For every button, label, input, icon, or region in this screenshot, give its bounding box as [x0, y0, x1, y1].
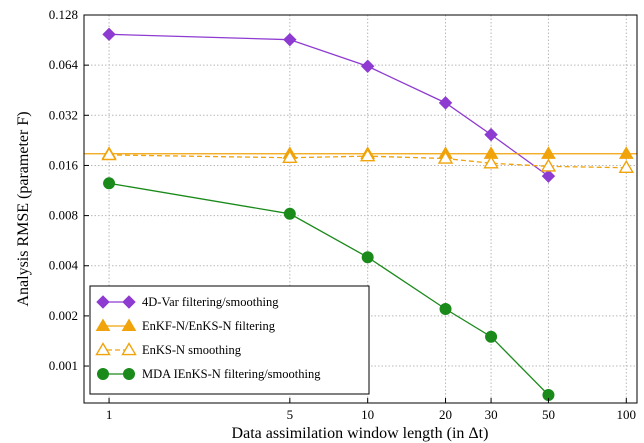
y-tick-label: 0.016: [49, 157, 79, 172]
data-point: [541, 169, 556, 183]
legend-marker: [123, 368, 135, 380]
y-axis-title: Analysis RMSE (parameter F): [15, 111, 32, 306]
data-point: [283, 207, 296, 220]
legend-item: EnKS-N smoothing: [95, 342, 242, 357]
legend: 4D-Var filtering/smoothing EnKF-N/EnKS-N …: [89, 285, 370, 395]
legend-marker: [95, 342, 111, 356]
data-point: [485, 330, 498, 343]
data-point: [618, 159, 635, 173]
legend-item: MDA IEnKS-N filtering/smoothing: [97, 367, 321, 381]
series-3: [103, 177, 555, 402]
y-tick-label: 0.008: [49, 208, 78, 223]
y-tick-label: 0.064: [49, 57, 79, 72]
data-point: [484, 127, 498, 142]
legend-label: EnKF-N/EnKS-N filtering: [142, 319, 276, 333]
y-tick-label: 0.001: [49, 358, 78, 373]
x-tick-label: 5: [287, 407, 294, 422]
legend-marker: [121, 318, 137, 332]
data-point: [360, 59, 375, 73]
data-point: [618, 146, 634, 159]
y-tick-label: 0.004: [49, 258, 79, 273]
series-layer: [84, 27, 637, 402]
data-point: [101, 147, 117, 161]
legend-label: 4D-Var filtering/smoothing: [142, 295, 279, 309]
series-line: [108, 182, 549, 396]
legend-marker: [122, 295, 136, 309]
x-tick-label: 30: [485, 407, 498, 422]
series-line: [109, 33, 549, 177]
y-axis: 0.001 0.002 0.004 0.008 0.016 0.032 0.064 0.128: [49, 7, 89, 373]
legend-marker: [97, 368, 109, 380]
data-point: [438, 96, 453, 110]
y-tick-label: 0.032: [49, 107, 78, 122]
legend-label: EnKS-N smoothing: [142, 343, 242, 357]
x-axis: 1 5 10 20 30 50 100: [106, 398, 636, 422]
legend-box: [89, 285, 370, 395]
data-point: [483, 155, 499, 169]
x-axis-title: Data assimilation window length (in Δt): [232, 425, 489, 442]
y-tick-label: 0.002: [49, 308, 78, 323]
x-tick-label: 100: [617, 407, 637, 422]
series-0: [102, 27, 556, 183]
data-point: [103, 177, 116, 190]
data-point: [282, 149, 298, 163]
data-point: [361, 251, 374, 264]
plot-frame: [83, 14, 638, 404]
series-2: [101, 147, 635, 173]
data-point: [359, 148, 376, 162]
data-point: [541, 146, 556, 159]
legend-marker: [95, 318, 111, 332]
x-tick-label: 10: [361, 407, 374, 422]
y-tick-label: 0.128: [49, 7, 78, 22]
data-point: [102, 27, 116, 42]
data-point: [439, 302, 452, 315]
data-point: [540, 158, 557, 172]
x-tick-label: 50: [542, 407, 555, 422]
legend-label: MDA IEnKS-N filtering/smoothing: [142, 367, 321, 381]
legend-marker: [96, 295, 110, 309]
legend-item: EnKF-N/EnKS-N filtering: [95, 318, 276, 333]
x-tick-label: 20: [439, 407, 452, 422]
x-tick-label: 1: [106, 407, 113, 422]
data-point: [283, 32, 297, 47]
legend-item: 4D-Var filtering/smoothing: [96, 295, 279, 309]
data-point: [437, 150, 454, 164]
legend-marker: [121, 342, 137, 356]
